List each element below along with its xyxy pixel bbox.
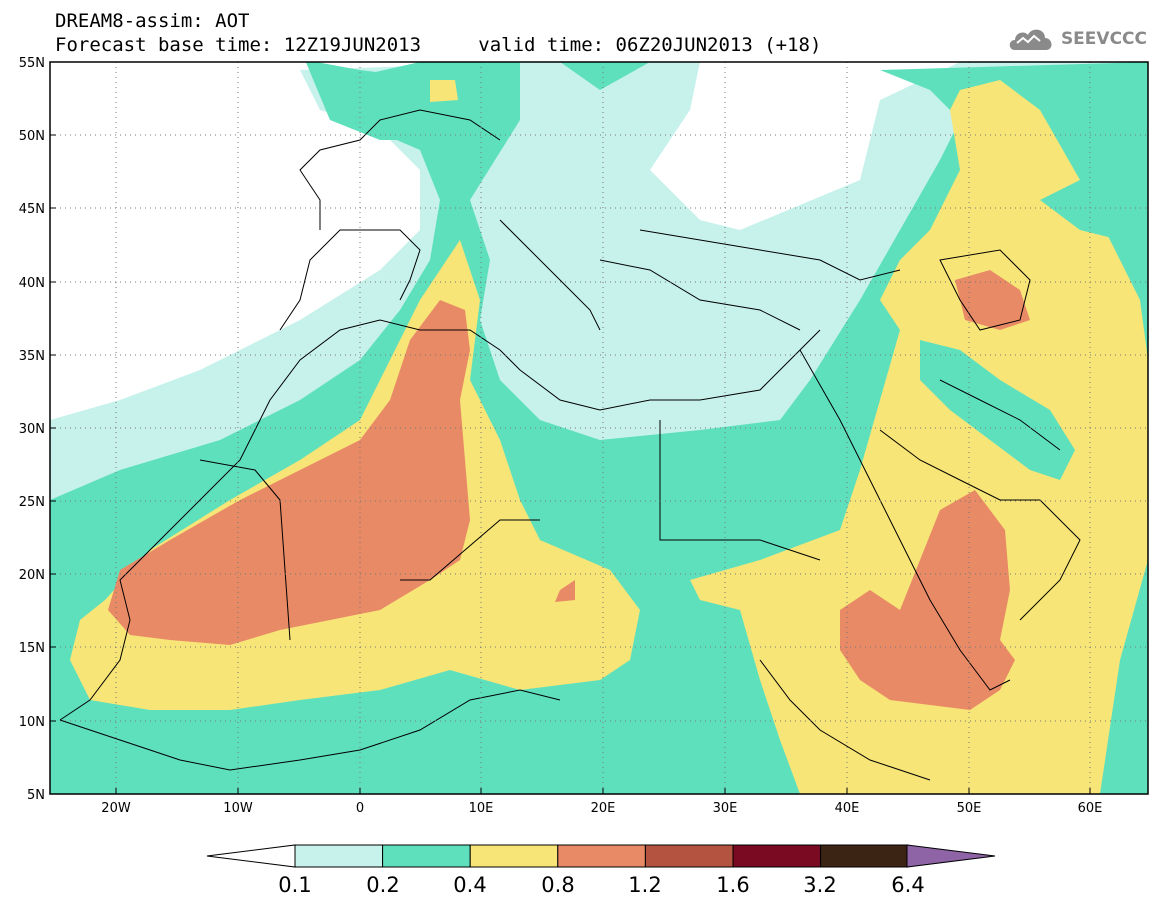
- colorbar-cell: [382, 844, 471, 868]
- lat-label: 50N: [19, 129, 45, 144]
- map-title: DREAM8-assim: AOT: [55, 10, 250, 32]
- aot-band-0.2-inner: [920, 180, 1148, 480]
- colorbar-cell: [557, 844, 646, 868]
- lon-label: 10W: [223, 801, 253, 816]
- valid-time: valid time: 06Z20JUN2013 (+18): [478, 34, 822, 56]
- lon-axis-labels: 20W 10W 0 10E 20E 30E 40E 50E 60E: [101, 801, 1102, 816]
- colorbar-label: 0.2: [366, 873, 399, 897]
- lon-label: 50E: [957, 801, 982, 816]
- lat-label: 10N: [19, 715, 45, 730]
- lon-label: 40E: [835, 801, 860, 816]
- colorbar-label: 0.8: [541, 873, 574, 897]
- colorbar-cells: [294, 844, 909, 868]
- colorbar-cell: [469, 844, 559, 868]
- seevccc-logo: SEEVCCC: [1007, 24, 1147, 54]
- lat-axis-ticks: [50, 61, 56, 795]
- colorbar-under-triangle: [206, 844, 296, 868]
- colorbar-cell: [732, 844, 822, 868]
- logo-text: SEEVCCC: [1060, 29, 1147, 49]
- colorbar-over-triangle: [906, 844, 996, 868]
- lat-label: 5N: [27, 788, 45, 803]
- colorbar-label: 0.4: [453, 873, 486, 897]
- coastlines: [59, 109, 1081, 781]
- cloud-logo-icon: [1009, 29, 1052, 50]
- colorbar-cell: [644, 844, 734, 868]
- gridlines: [50, 62, 1148, 794]
- lon-label: 0: [356, 801, 364, 816]
- lon-label: 60E: [1078, 801, 1103, 816]
- lat-label: 25N: [19, 495, 45, 510]
- colorbar-label: 0.1: [278, 873, 311, 897]
- lon-label: 20E: [591, 801, 616, 816]
- lat-label: 55N: [19, 56, 45, 71]
- lon-label: 20W: [101, 801, 131, 816]
- colorbar-cell: [820, 844, 909, 868]
- colorbar: 0.1 0.2 0.4 0.8 1.2 1.6 3.2 6.4: [206, 844, 996, 897]
- lat-label: 40N: [19, 276, 45, 291]
- lat-label: 30N: [19, 422, 45, 437]
- lon-axis-ticks: [115, 788, 1091, 794]
- base-time: Forecast base time: 12Z19JUN2013: [55, 34, 422, 56]
- lat-label: 45N: [19, 202, 45, 217]
- colorbar-label: 6.4: [891, 873, 924, 897]
- aot-band-0.8: [108, 270, 1030, 710]
- colorbar-cell: [294, 844, 384, 868]
- lat-label: 35N: [19, 349, 45, 364]
- lat-label: 15N: [19, 641, 45, 656]
- lat-axis-labels: 55N 50N 45N 40N 35N 30N 25N 20N 15N 10N …: [19, 56, 45, 803]
- colorbar-label: 3.2: [803, 873, 836, 897]
- colorbar-label: 1.6: [716, 873, 749, 897]
- lon-label: 10E: [469, 801, 494, 816]
- colorbar-labels: 0.1 0.2 0.4 0.8 1.2 1.6 3.2 6.4: [278, 873, 924, 897]
- lon-label: 30E: [713, 801, 738, 816]
- lat-label: 20N: [19, 568, 45, 583]
- aot-contours: [50, 62, 1148, 794]
- forecast-times: Forecast base time: 12Z19JUN2013 valid t…: [55, 34, 821, 56]
- colorbar-label: 1.2: [628, 873, 661, 897]
